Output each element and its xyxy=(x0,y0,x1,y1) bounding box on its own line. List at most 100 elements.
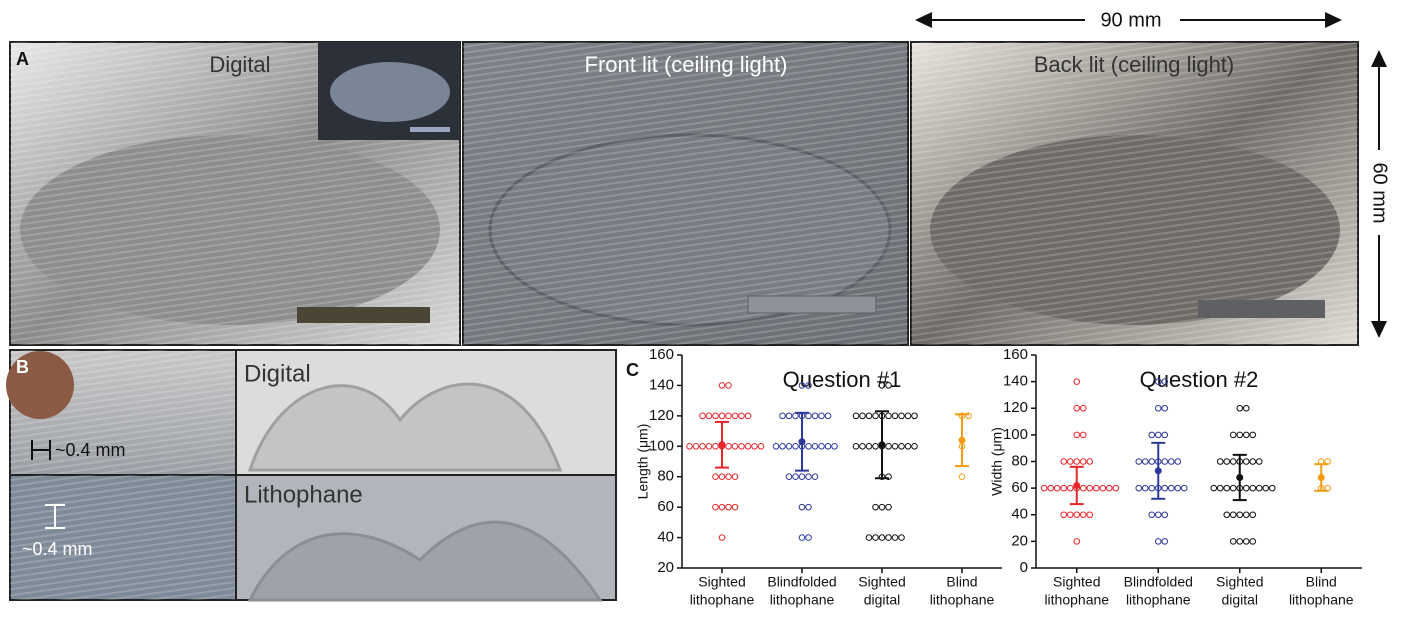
x-tick-label: lithophane xyxy=(1289,592,1354,608)
data-point xyxy=(745,413,751,419)
data-point xyxy=(1067,485,1073,491)
data-point xyxy=(780,413,786,419)
data-point xyxy=(1237,512,1243,518)
data-point xyxy=(1211,485,1217,491)
data-point xyxy=(1250,512,1256,518)
dimension-label: 60 mm xyxy=(1369,162,1391,223)
caption: Back lit (ceiling light) xyxy=(1034,52,1235,77)
data-point xyxy=(1217,485,1223,491)
data-point xyxy=(1256,459,1262,465)
data-point xyxy=(873,535,879,541)
data-point xyxy=(726,383,732,389)
data-point xyxy=(1243,459,1249,465)
data-point xyxy=(700,443,706,449)
data-point xyxy=(819,443,825,449)
x-tick-label: Sighted xyxy=(858,574,905,590)
data-point xyxy=(806,535,812,541)
mean-marker xyxy=(1155,467,1162,474)
y-axis-label: Width (μm) xyxy=(989,427,1005,496)
data-point xyxy=(793,443,799,449)
y-tick-label: 120 xyxy=(1003,399,1028,416)
data-point xyxy=(719,474,725,480)
caption: Lithophane xyxy=(244,481,363,508)
data-point xyxy=(732,413,738,419)
dimension-label: 90 mm xyxy=(1100,9,1161,31)
x-tick-label: lithophane xyxy=(770,592,835,608)
data-point xyxy=(1074,405,1080,411)
data-point xyxy=(693,443,699,449)
data-point xyxy=(1250,539,1256,545)
data-point xyxy=(1256,485,1262,491)
mean-marker xyxy=(879,441,886,448)
data-point xyxy=(1162,485,1168,491)
data-point xyxy=(959,474,965,480)
data-point xyxy=(706,443,712,449)
data-point xyxy=(853,443,859,449)
data-point xyxy=(1087,512,1093,518)
data-point xyxy=(799,504,805,510)
data-point xyxy=(1106,485,1112,491)
data-point xyxy=(866,413,872,419)
data-point xyxy=(899,413,905,419)
data-point xyxy=(1074,512,1080,518)
data-point xyxy=(786,474,792,480)
data-point xyxy=(1061,459,1067,465)
data-point xyxy=(1250,459,1256,465)
page: { "panels": { "a": {"label": "A", "capti… xyxy=(0,0,1404,618)
x-tick-label: digital xyxy=(864,592,901,608)
scale-bar xyxy=(748,296,876,313)
data-point xyxy=(886,443,892,449)
data-point xyxy=(832,443,838,449)
data-point xyxy=(1142,485,1148,491)
data-point xyxy=(732,443,738,449)
scale-label: ~0.4 mm xyxy=(55,440,126,460)
data-point xyxy=(899,535,905,541)
data-point xyxy=(1250,485,1256,491)
data-point xyxy=(739,443,745,449)
y-tick-label: 100 xyxy=(1003,426,1028,443)
data-point xyxy=(860,443,866,449)
y-tick-label: 40 xyxy=(657,529,674,546)
caption: Digital xyxy=(244,360,311,387)
data-point xyxy=(1080,432,1086,438)
x-tick-label: Blindfolded xyxy=(767,574,836,590)
data-point xyxy=(739,413,745,419)
data-point xyxy=(1061,512,1067,518)
data-point xyxy=(1224,459,1230,465)
data-point xyxy=(1175,485,1181,491)
data-point xyxy=(773,443,779,449)
data-point xyxy=(1067,459,1073,465)
y-tick-label: 0 xyxy=(1020,559,1028,576)
data-point xyxy=(1237,432,1243,438)
data-point xyxy=(706,413,712,419)
data-point xyxy=(1080,512,1086,518)
data-point xyxy=(1149,432,1155,438)
figure: A Digital Front lit (ceiling light) Back… xyxy=(0,0,1404,613)
data-point xyxy=(1162,405,1168,411)
data-point xyxy=(825,443,831,449)
data-point xyxy=(1155,539,1161,545)
data-point xyxy=(892,535,898,541)
data-point xyxy=(825,413,831,419)
panel-a: A Digital Front lit (ceiling light) Back… xyxy=(10,9,1391,345)
data-point xyxy=(1149,459,1155,465)
x-tick-label: lithophane xyxy=(1126,592,1191,608)
data-point xyxy=(786,413,792,419)
scale-bar xyxy=(410,127,450,132)
data-point xyxy=(732,474,738,480)
data-point xyxy=(1074,379,1080,385)
data-point xyxy=(1243,539,1249,545)
x-tick-label: Blind xyxy=(1306,574,1337,590)
data-point xyxy=(819,413,825,419)
y-tick-label: 40 xyxy=(1011,506,1028,523)
data-point xyxy=(879,535,885,541)
panel-b: B ~0.4 mm ~0.4 mm Digital Lithophane xyxy=(6,350,616,600)
data-point xyxy=(1113,485,1119,491)
x-tick-label: Sighted xyxy=(1053,574,1100,590)
data-point xyxy=(1230,512,1236,518)
data-point xyxy=(1100,485,1106,491)
mean-marker xyxy=(959,437,966,444)
data-point xyxy=(873,504,879,510)
data-point xyxy=(905,443,911,449)
data-point xyxy=(1149,512,1155,518)
